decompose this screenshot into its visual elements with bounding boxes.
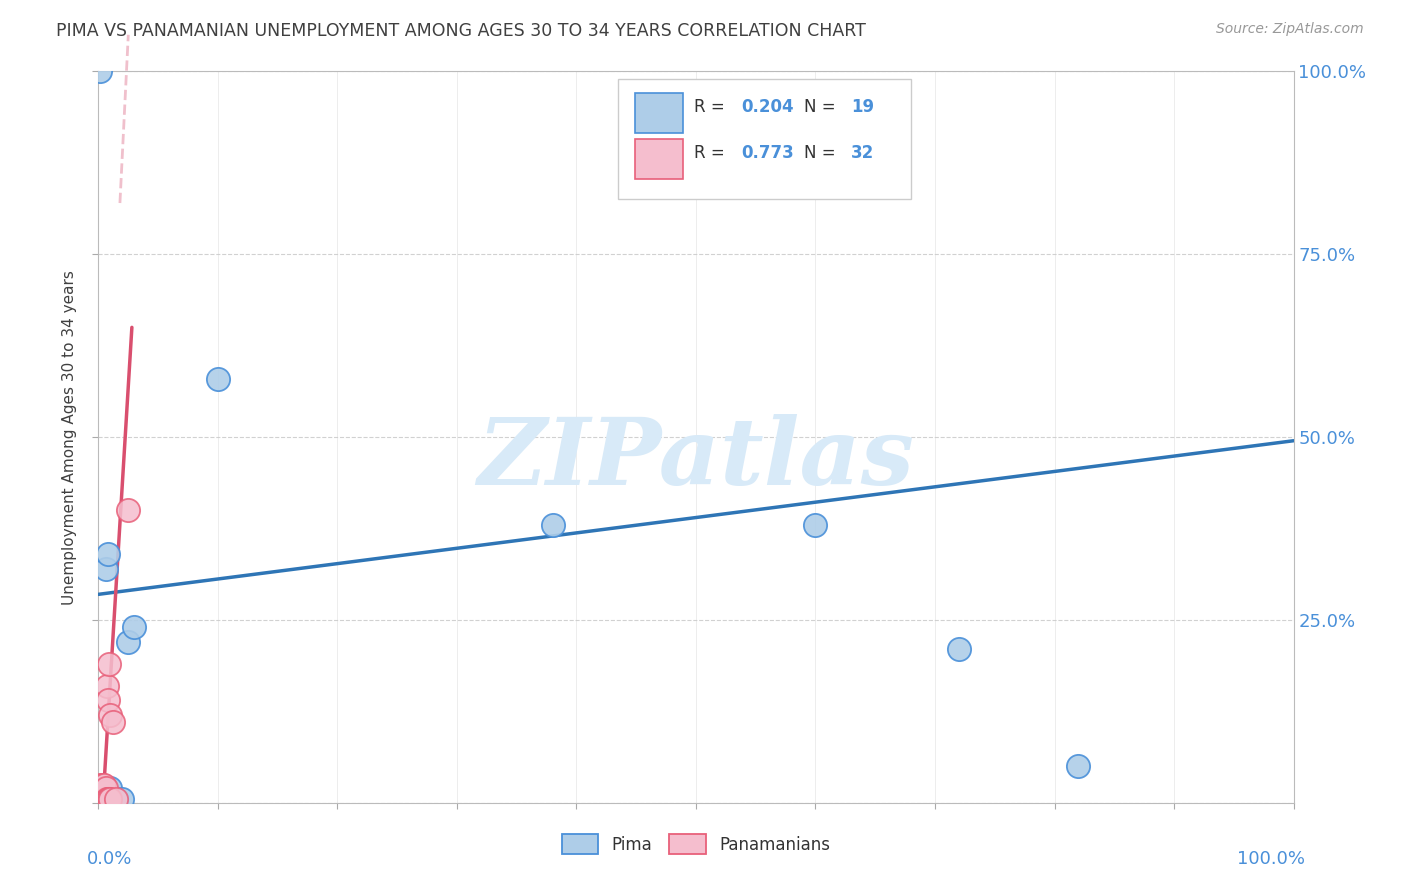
Point (93, 792, 115, 806)
Text: N =: N = (804, 98, 841, 116)
Text: 0.0%: 0.0% (87, 850, 132, 868)
Point (111, 792, 134, 806)
Point (93, 789, 115, 803)
Point (91, 789, 114, 803)
Point (98, 781, 122, 796)
Point (124, 620, 146, 634)
Point (89, 781, 111, 796)
Point (96, 792, 118, 806)
Point (89, 787, 111, 801)
Point (89, 778, 111, 792)
Point (89, 794, 111, 808)
Point (89, 64, 111, 78)
FancyBboxPatch shape (619, 78, 911, 200)
Point (94, 792, 117, 806)
Point (89, 792, 111, 806)
Point (94, 562, 117, 576)
Point (98, 708, 122, 723)
Point (98, 792, 122, 806)
Text: Source: ZipAtlas.com: Source: ZipAtlas.com (1216, 22, 1364, 37)
Point (91, 789, 114, 803)
Point (117, 503, 139, 517)
Point (117, 635, 139, 649)
Text: R =: R = (693, 98, 730, 116)
Text: 0.773: 0.773 (741, 145, 794, 162)
Point (101, 792, 124, 806)
Point (91, 792, 114, 806)
Point (93, 778, 115, 792)
Point (90, 781, 112, 796)
Text: 0.204: 0.204 (741, 98, 794, 116)
Point (91, 785, 114, 799)
Point (97, 693, 120, 707)
Point (105, 792, 128, 806)
Point (91, 781, 114, 796)
Legend: Pima, Panamanians: Pima, Panamanians (555, 828, 837, 860)
Point (89, 789, 111, 804)
Text: 100.0%: 100.0% (1237, 850, 1306, 868)
Point (1067, 759, 1090, 773)
Point (90, 792, 112, 806)
Point (541, 517, 564, 532)
Point (97, 792, 120, 806)
FancyBboxPatch shape (636, 94, 683, 133)
Text: 32: 32 (852, 145, 875, 162)
Point (948, 642, 970, 657)
Text: ZIPatlas: ZIPatlas (478, 414, 914, 504)
Point (94, 781, 117, 796)
Point (98, 792, 121, 806)
Point (101, 715, 124, 730)
Point (804, 517, 827, 532)
Point (98, 657, 121, 671)
Point (89, 784, 111, 798)
Text: N =: N = (804, 145, 841, 162)
Text: PIMA VS PANAMANIAN UNEMPLOYMENT AMONG AGES 30 TO 34 YEARS CORRELATION CHART: PIMA VS PANAMANIAN UNEMPLOYMENT AMONG AG… (56, 22, 866, 40)
Point (93, 785, 115, 799)
Point (90, 781, 112, 796)
FancyBboxPatch shape (636, 139, 683, 179)
Point (91, 789, 114, 803)
Point (97, 547, 120, 561)
Point (96, 679, 118, 693)
Point (91, 792, 114, 806)
Text: R =: R = (693, 145, 730, 162)
Point (207, 371, 229, 385)
Point (91, 778, 114, 792)
Point (105, 792, 128, 806)
Y-axis label: Unemployment Among Ages 30 to 34 years: Unemployment Among Ages 30 to 34 years (62, 269, 77, 605)
Point (90, 789, 112, 803)
Text: 19: 19 (852, 98, 875, 116)
Point (90, 789, 112, 803)
